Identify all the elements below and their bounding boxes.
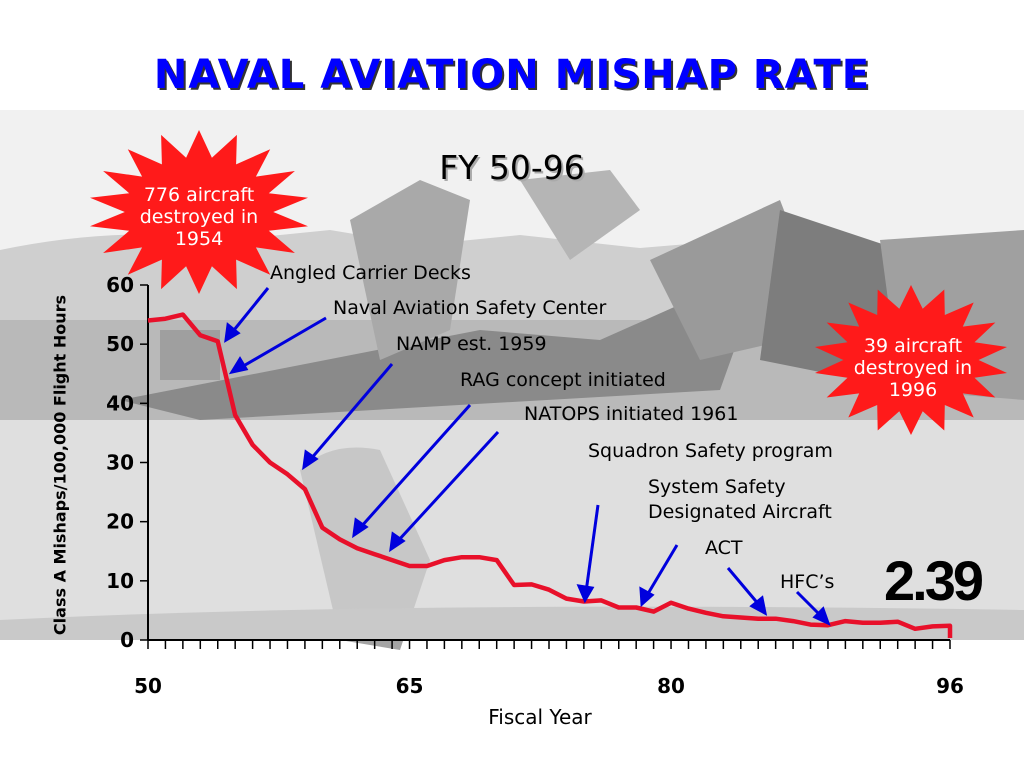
y-tick-label: 20 xyxy=(106,510,134,534)
arrowhead-squadron-safety xyxy=(576,584,595,604)
y-tick-label: 50 xyxy=(106,332,134,356)
x-tick-labels: 50 65 80 96 xyxy=(134,674,964,698)
y-tick-label: 40 xyxy=(106,391,134,415)
arrow-natops xyxy=(395,430,500,544)
arrowhead-hfcs xyxy=(812,606,831,626)
arrow-angled-carrier-decks xyxy=(228,287,270,336)
x-tick-label: 96 xyxy=(936,674,964,698)
x-axis-label: Fiscal Year xyxy=(488,705,592,729)
burst-1954-line1: 776 aircraft xyxy=(143,184,255,206)
y-tick-label: 60 xyxy=(106,273,134,297)
annotation-rag-concept: RAG concept initiated xyxy=(460,369,666,391)
arrowhead-namp xyxy=(302,449,319,471)
arrowhead-system-safety xyxy=(639,586,655,608)
y-tick-label: 0 xyxy=(120,628,134,652)
arrow-rag xyxy=(358,404,472,529)
burst-1954-line3: 1954 xyxy=(174,228,224,250)
arrow-namp xyxy=(308,363,394,461)
x-tick-label: 50 xyxy=(134,674,162,698)
arrowhead-angled-carrier-decks xyxy=(224,322,241,343)
arrowhead-natops xyxy=(389,531,406,553)
annotation-designated-aircraft: Designated Aircraft xyxy=(648,501,832,523)
annotation-system-safety: System Safety xyxy=(648,476,786,498)
arrowhead-act xyxy=(749,595,768,616)
arrow-act xyxy=(726,567,762,607)
x-tick-label: 80 xyxy=(657,674,685,698)
arrow-squadron-safety xyxy=(584,504,600,593)
y-tick-label: 30 xyxy=(106,451,134,475)
arrow-system-safety xyxy=(644,544,679,598)
annotation-natops: NATOPS initiated 1961 xyxy=(524,403,738,425)
burst-1996-line2: destroyed in xyxy=(853,357,973,379)
annotation-naval-aviation-safety-center: Naval Aviation Safety Center xyxy=(333,297,606,319)
chart-ticks xyxy=(140,284,951,649)
burst-1954-line2: destroyed in xyxy=(139,206,259,228)
chart-subtitle: FY 50-96 xyxy=(439,148,585,187)
burst-1996-line3: 1996 xyxy=(888,379,938,401)
current-mishap-rate: 2.39 xyxy=(884,549,984,612)
burst-text-1954: 776 aircraft destroyed in 1954 xyxy=(104,184,294,250)
slide-title: NAVAL AVIATION MISHAP RATE xyxy=(153,52,871,98)
annotation-act: ACT xyxy=(705,537,743,559)
y-tick-label: 10 xyxy=(106,569,134,593)
y-axis-label: Class A Mishaps/100,000 Flight Hours xyxy=(50,294,70,636)
burst-1996-line1: 39 aircraft xyxy=(863,335,963,357)
annotation-squadron-safety: Squadron Safety program xyxy=(588,440,833,462)
arrowhead-rag xyxy=(352,517,369,539)
starburst-1954 xyxy=(90,130,308,294)
annotation-hfcs: HFC’s xyxy=(780,571,834,593)
arrow-safety-center xyxy=(239,316,327,370)
annotation-angled-carrier-decks: Angled Carrier Decks xyxy=(270,262,471,284)
annotation-namp: NAMP est. 1959 xyxy=(396,333,547,355)
arrowhead-safety-center xyxy=(228,356,249,375)
starburst-1996 xyxy=(815,285,1007,435)
burst-text-1996: 39 aircraft destroyed in 1996 xyxy=(818,335,1008,401)
y-tick-labels: 0 10 20 30 40 50 60 xyxy=(106,273,134,652)
x-tick-label: 65 xyxy=(396,674,424,698)
mishap-rate-line xyxy=(147,312,953,638)
